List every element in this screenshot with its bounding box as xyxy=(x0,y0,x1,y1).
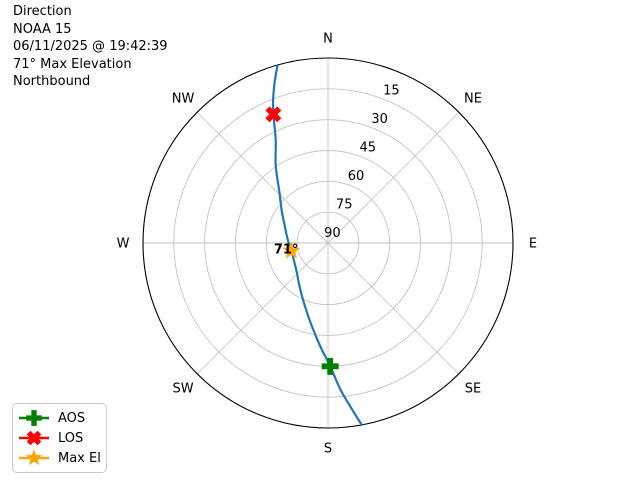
legend-label-los: LOS xyxy=(58,430,84,446)
compass-label-nw: NW xyxy=(172,92,195,107)
horizon-circle xyxy=(142,57,514,429)
compass-label-sw: SW xyxy=(172,382,193,397)
compass-label-s: S xyxy=(324,442,332,457)
max-el-marker xyxy=(282,241,301,259)
azimuth-spoke-ne xyxy=(327,111,460,244)
legend-box: AOS LOS Max El xyxy=(12,403,107,473)
pass-info-datetime: 06/11/2025 @ 19:42:39 xyxy=(13,39,168,54)
aos-legend-icon xyxy=(19,410,49,426)
los-marker xyxy=(265,106,282,123)
ring-label-90: 90 xyxy=(324,226,341,241)
compass-label-n: N xyxy=(323,32,333,47)
aos-legend-marker xyxy=(26,410,42,426)
los-legend-marker xyxy=(26,430,42,446)
pass-info-panel: Direction NOAA 15 06/11/2025 @ 19:42:39 … xyxy=(13,3,168,91)
pass-info-max-elevation: 71° Max Elevation xyxy=(13,56,132,72)
ring-label-30: 30 xyxy=(371,112,388,127)
legend-item-max-el: Max El xyxy=(17,448,106,468)
legend-label-aos: AOS xyxy=(58,410,86,426)
legend-item-aos: AOS xyxy=(17,408,106,428)
ring-label-60: 60 xyxy=(348,169,365,184)
compass-label-e: E xyxy=(529,237,537,252)
compass-label-se: SE xyxy=(465,382,481,397)
ring-label-15: 15 xyxy=(383,84,400,99)
compass-label-ne: NE xyxy=(464,92,482,107)
compass-label-w: W xyxy=(117,237,130,252)
ring-label-75: 75 xyxy=(336,198,353,213)
pass-info-direction: Northbound xyxy=(13,74,91,89)
azimuth-spoke-sw xyxy=(196,242,329,375)
aos-marker xyxy=(321,357,339,375)
pass-info-satellite: NOAA 15 xyxy=(13,21,72,37)
pass-info-title: Direction xyxy=(13,4,72,19)
legend-item-los: LOS xyxy=(17,428,106,448)
azimuth-spoke-nw xyxy=(196,111,329,244)
ring-label-45: 45 xyxy=(360,141,377,156)
max-elevation-annotation: 71° xyxy=(274,242,299,257)
max-el-legend-icon xyxy=(19,449,49,466)
legend-label-max-el: Max El xyxy=(58,450,101,466)
max-el-legend-marker xyxy=(25,449,43,466)
azimuth-spoke-se xyxy=(327,242,460,375)
los-legend-icon xyxy=(19,430,49,446)
